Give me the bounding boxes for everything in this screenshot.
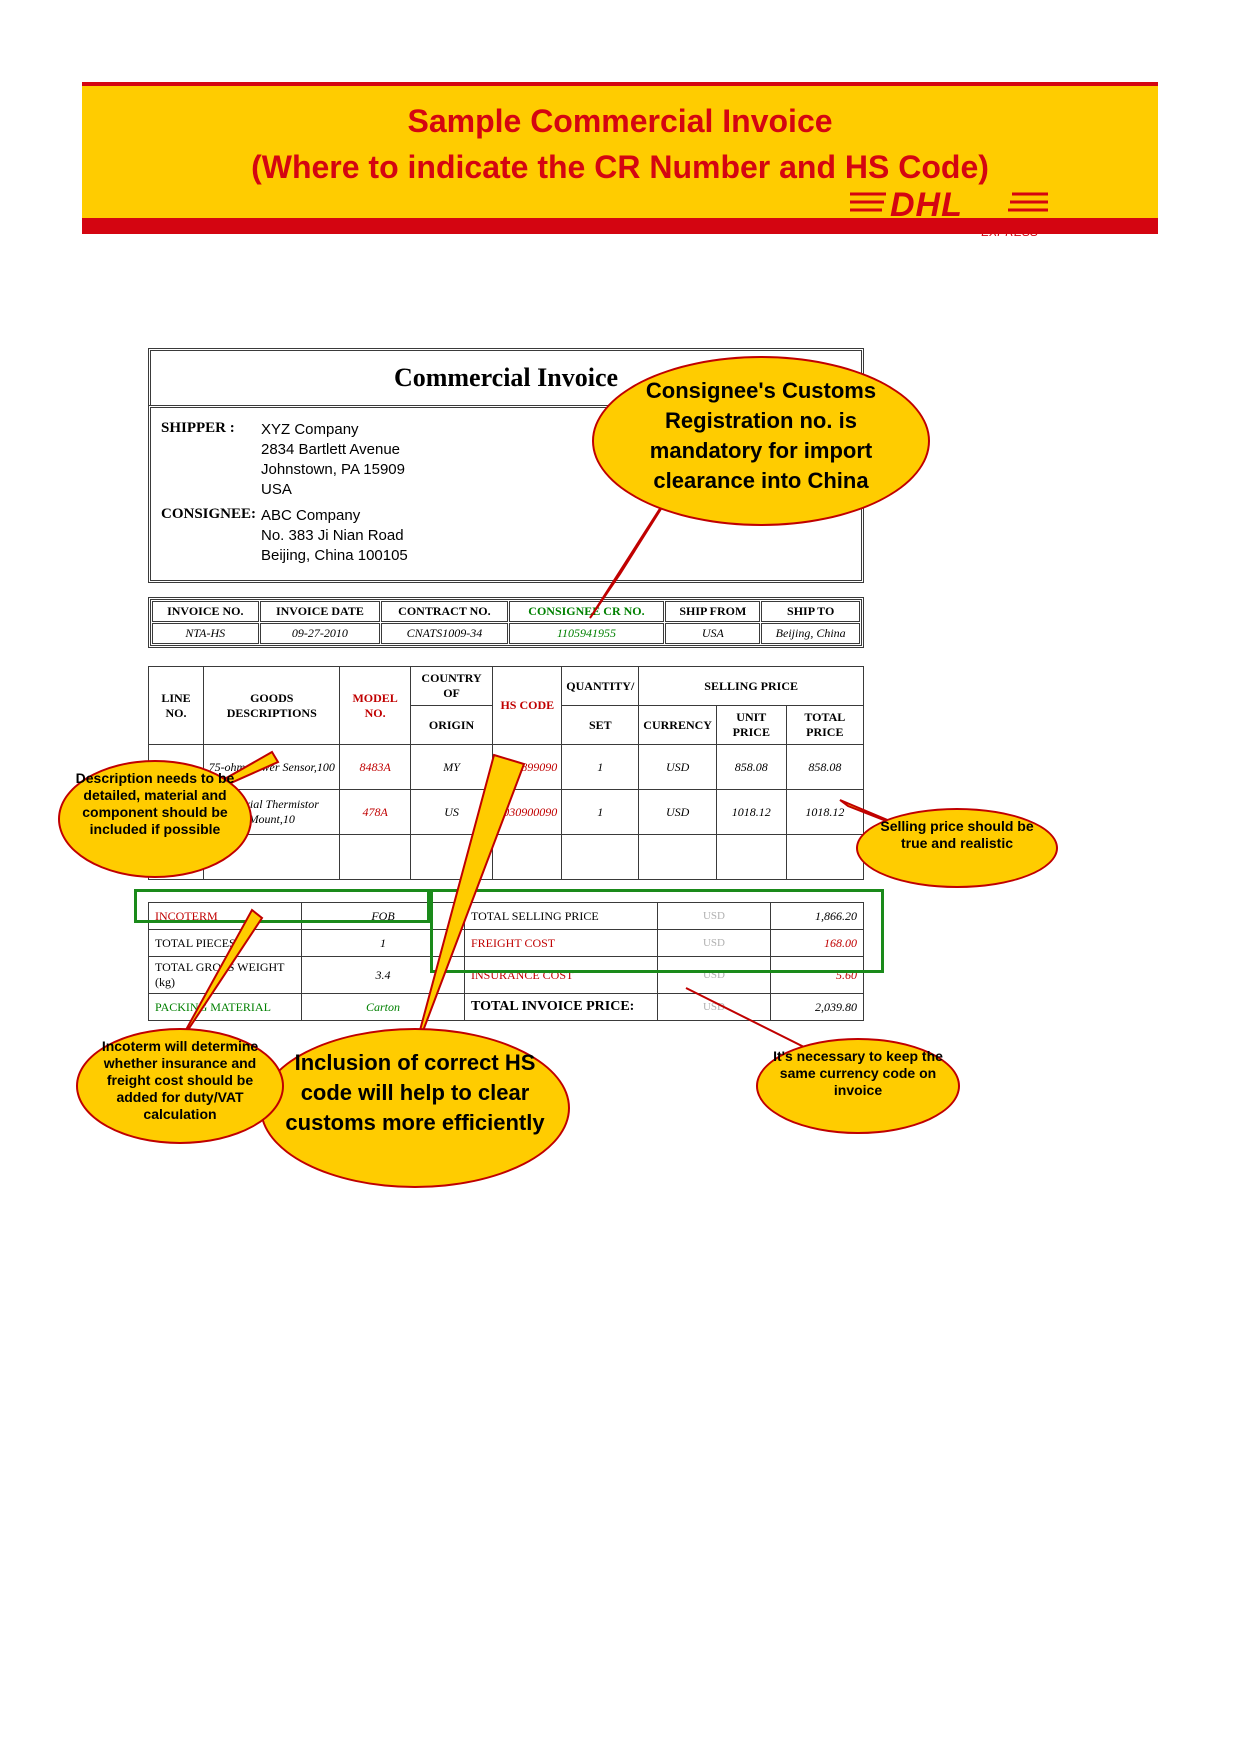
callout-cr-text: Consignee's Customs Registration no. is … bbox=[646, 378, 876, 493]
summary-cell: USD bbox=[658, 930, 771, 957]
meta-hdr-0: INVOICE NO. bbox=[152, 601, 259, 622]
callout-sell-text: Selling price should be true and realist… bbox=[880, 818, 1033, 851]
line-items-table: LINE NO.GOODS DESCRIPTIONSMODEL NO.COUNT… bbox=[148, 666, 864, 880]
meta-hdr-1: INVOICE DATE bbox=[260, 601, 381, 622]
summary-cell: TOTAL GROSS WEIGHT (kg) bbox=[149, 957, 302, 994]
meta-hdr-5: SHIP TO bbox=[761, 601, 860, 622]
callout-cr: Consignee's Customs Registration no. is … bbox=[592, 356, 930, 526]
summary-row: TOTAL GROSS WEIGHT (kg)3.4INSURANCE COST… bbox=[149, 957, 864, 994]
summary-cell: FREIGHT COST bbox=[465, 930, 658, 957]
summary-row: INCOTERMFOBTOTAL SELLING PRICEUSD1,866.2… bbox=[149, 903, 864, 930]
line-hdr: MODEL NO. bbox=[340, 667, 410, 745]
line-hdr: SET bbox=[562, 706, 639, 745]
line-hdr: ORIGIN bbox=[410, 706, 492, 745]
callout-incoterm-text: Incoterm will determine whether insuranc… bbox=[102, 1038, 258, 1122]
shipper-value: XYZ Company 2834 Bartlett Avenue Johnsto… bbox=[261, 420, 405, 500]
banner-title-1: Sample Commercial Invoice bbox=[407, 103, 832, 139]
summary-table: INCOTERMFOBTOTAL SELLING PRICEUSD1,866.2… bbox=[148, 902, 864, 1021]
meta-table: INVOICE NO.INVOICE DATECONTRACT NO.CONSI… bbox=[148, 597, 864, 648]
summary-cell: INCOTERM bbox=[149, 903, 302, 930]
summary-cell: 5.60 bbox=[771, 957, 864, 994]
summary-cell: TOTAL INVOICE PRICE: bbox=[465, 994, 658, 1021]
cell: 1018.12 bbox=[786, 790, 863, 835]
banner-title: Sample Commercial Invoice (Where to indi… bbox=[82, 98, 1158, 190]
cell: 9030900090 bbox=[493, 790, 562, 835]
summary-cell: FOB bbox=[302, 903, 465, 930]
callout-hs: Inclusion of correct HS code will help t… bbox=[260, 1028, 570, 1188]
summary-cell: Carton bbox=[302, 994, 465, 1021]
cell: US bbox=[410, 790, 492, 835]
summary-cell: 1,866.20 bbox=[771, 903, 864, 930]
summary-cell: USD bbox=[658, 957, 771, 994]
summary-row: PACKING MATERIALCartonTOTAL INVOICE PRIC… bbox=[149, 994, 864, 1021]
summary-cell: TOTAL SELLING PRICE bbox=[465, 903, 658, 930]
cell: MY bbox=[410, 745, 492, 790]
callout-currency: It's necessary to keep the same currency… bbox=[756, 1038, 960, 1134]
cell: 1 bbox=[562, 745, 639, 790]
summary-cell: 3.4 bbox=[302, 957, 465, 994]
summary-row: TOTAL PIECES1FREIGHT COSTUSD168.00 bbox=[149, 930, 864, 957]
cell: USD bbox=[639, 790, 717, 835]
callout-incoterm: Incoterm will determine whether insuranc… bbox=[76, 1028, 284, 1144]
shipper-label: SHIPPER : bbox=[161, 420, 261, 500]
banner-title-2: (Where to indicate the CR Number and HS … bbox=[251, 149, 989, 185]
summary-cell: USD bbox=[658, 903, 771, 930]
line-hdr: LINE NO. bbox=[149, 667, 204, 745]
line-hdr: UNIT PRICE bbox=[716, 706, 786, 745]
cell: 1 bbox=[562, 790, 639, 835]
cell: 9030899090 bbox=[493, 745, 562, 790]
callout-hs-text: Inclusion of correct HS code will help t… bbox=[285, 1050, 544, 1135]
line-hdr: HS CODE bbox=[493, 667, 562, 745]
cell: USD bbox=[639, 745, 717, 790]
meta-val-3: 1105941955 bbox=[509, 623, 665, 644]
callout-currency-text: It's necessary to keep the same currency… bbox=[773, 1048, 943, 1098]
meta-hdr-3: CONSIGNEE CR NO. bbox=[509, 601, 665, 622]
cell: 1018.12 bbox=[716, 790, 786, 835]
meta-val-2: CNATS1009-34 bbox=[381, 623, 507, 644]
consignee-value: ABC Company No. 383 Ji Nian Road Beijing… bbox=[261, 506, 408, 566]
line-hdr: COUNTRY OF bbox=[410, 667, 492, 706]
summary-cell: PACKING MATERIAL bbox=[149, 994, 302, 1021]
summary-cell: 2,039.80 bbox=[771, 994, 864, 1021]
cell: 478A bbox=[340, 790, 410, 835]
line-hdr: CURRENCY bbox=[639, 706, 717, 745]
table-row: 2Coaxial Thermistor Mount,10478AUS903090… bbox=[149, 790, 864, 835]
line-hdr: GOODS DESCRIPTIONS bbox=[204, 667, 340, 745]
line-hdr: SELLING PRICE bbox=[639, 667, 864, 706]
callout-desc: Description needs to be detailed, materi… bbox=[58, 760, 252, 878]
meta-val-4: USA bbox=[665, 623, 760, 644]
meta-val-0: NTA-HS bbox=[152, 623, 259, 644]
callout-sell: Selling price should be true and realist… bbox=[856, 808, 1058, 888]
summary-cell: 168.00 bbox=[771, 930, 864, 957]
summary-cell: 1 bbox=[302, 930, 465, 957]
banner-stripe-bottom bbox=[82, 218, 1158, 234]
table-row: 175-ohm Power Sensor,1008483AMY903089909… bbox=[149, 745, 864, 790]
summary-cell: INSURANCE COST bbox=[465, 957, 658, 994]
meta-val-1: 09-27-2010 bbox=[260, 623, 381, 644]
meta-hdr-4: SHIP FROM bbox=[665, 601, 760, 622]
summary-cell: TOTAL PIECES bbox=[149, 930, 302, 957]
summary-cell: USD bbox=[658, 994, 771, 1021]
callout-desc-text: Description needs to be detailed, materi… bbox=[76, 770, 235, 837]
meta-val-5: Beijing, China bbox=[761, 623, 860, 644]
cell: 8483A bbox=[340, 745, 410, 790]
cell: 858.08 bbox=[786, 745, 863, 790]
line-hdr: QUANTITY/ bbox=[562, 667, 639, 706]
line-hdr: TOTAL PRICE bbox=[786, 706, 863, 745]
meta-hdr-2: CONTRACT NO. bbox=[381, 601, 507, 622]
consignee-label: CONSIGNEE: bbox=[161, 506, 261, 566]
cell: 858.08 bbox=[716, 745, 786, 790]
